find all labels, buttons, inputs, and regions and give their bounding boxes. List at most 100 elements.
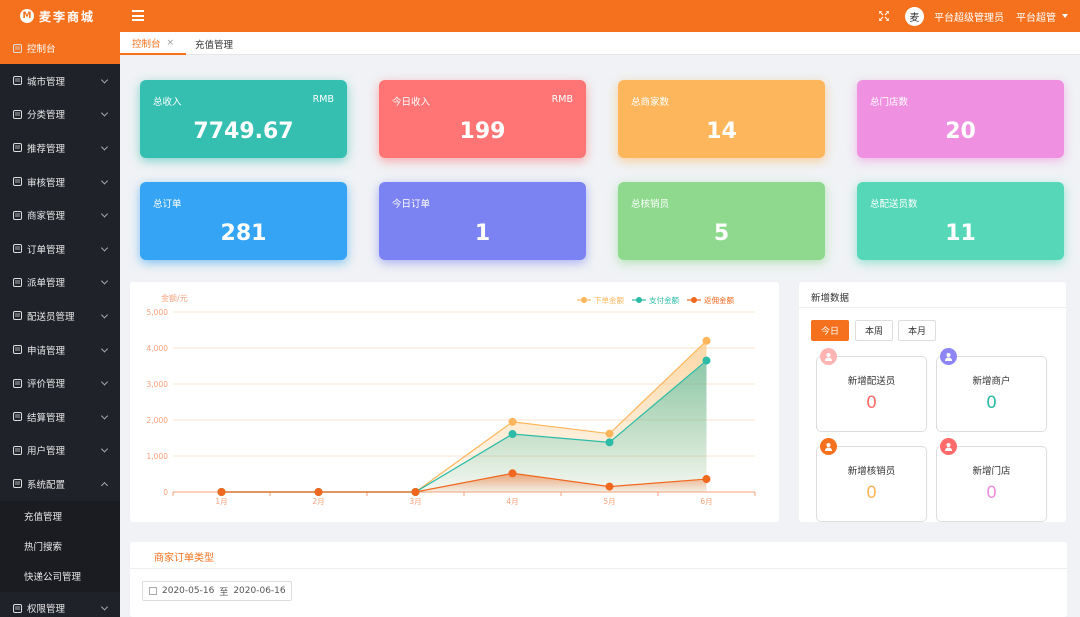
chevron-up-icon [100, 481, 109, 489]
sidebar-item-label: 商家管理 [27, 211, 66, 223]
stat-card[interactable]: 今日收入 RMB 199 [379, 80, 586, 158]
application-icon [13, 345, 22, 355]
tab-bar: 控制台 × 充值管理 [120, 32, 1080, 55]
stat-value: 7749.67 [193, 119, 294, 144]
stat-value: 1 [474, 221, 491, 246]
tab-dashboard[interactable]: 控制台 × [120, 32, 187, 55]
date-range-picker[interactable]: 2020-05-16 至 2020-06-16 [142, 581, 292, 601]
sidebar-item[interactable]: 结算管理 [0, 400, 120, 434]
data-point [508, 469, 517, 478]
sidebar-item[interactable]: 配送员管理 [0, 299, 120, 333]
data-point [314, 488, 323, 496]
stat-value: 20 [945, 119, 976, 144]
y-tick-label: 0 [163, 488, 168, 497]
stat-card[interactable]: 总收入 RMB 7749.67 [140, 80, 347, 158]
sidebar-item-label: 权限管理 [27, 604, 66, 616]
recommend-icon [13, 143, 22, 153]
legend-label: 支付金额 [649, 295, 679, 305]
sidebar-subitem[interactable]: 热门搜索 [0, 531, 120, 562]
stat-label: 今日订单 [392, 199, 431, 210]
period-week-button[interactable]: 本周 [855, 320, 893, 341]
new-data-label: 新增核销员 [847, 466, 896, 477]
sidebar-item[interactable]: 权限管理 [0, 592, 120, 617]
dashboard-icon [13, 43, 22, 53]
data-point [508, 430, 517, 439]
store-badge-icon [940, 438, 957, 455]
sidebar-item-label: 审核管理 [27, 177, 66, 189]
period-today-button[interactable]: 今日 [811, 320, 849, 341]
top-right-area: 麦 平台超级管理员 平台超管 [879, 0, 1068, 32]
stat-card[interactable]: 总商家数 14 [618, 80, 825, 158]
sidebar-item-label: 推荐管理 [27, 143, 66, 155]
sidebar-item[interactable]: 分类管理 [0, 98, 120, 132]
chevron-down-icon [100, 277, 109, 285]
legend-label: 返佣金额 [704, 295, 734, 305]
revenue-chart: 金额/元 0 1,000 2,000 3,000 4,000 5,000 1月 2月 3月 4月 5月… [147, 293, 756, 506]
stat-card[interactable]: 总核销员 5 [618, 182, 825, 260]
stat-card[interactable]: 今日订单 1 [379, 182, 586, 260]
sidebar-item-label: 申请管理 [27, 345, 66, 357]
role-label: 平台超管 [1016, 12, 1056, 24]
period-month-button[interactable]: 本月 [898, 320, 936, 341]
logo-text: 麦李商城 [39, 9, 96, 24]
data-point [702, 336, 711, 345]
stat-card[interactable]: 总门店数 20 [857, 80, 1064, 158]
new-data-box: 新增配送员 0 [816, 348, 927, 432]
category-icon [13, 109, 22, 119]
x-tick-label: 1月 [215, 497, 227, 506]
stat-value: 5 [713, 221, 730, 246]
panel-title: 商家订单类型 [154, 553, 214, 564]
close-icon[interactable]: × [166, 37, 175, 48]
chevron-down-icon [100, 109, 109, 117]
courier-icon [13, 311, 22, 321]
sidebar-item[interactable]: 推荐管理 [0, 131, 120, 165]
series-line [221, 472, 707, 493]
review-icon [13, 378, 22, 388]
data-point [702, 475, 711, 484]
menu-toggle-icon[interactable] [132, 10, 144, 21]
stat-label: 总收入 [153, 97, 182, 108]
sidebar-item[interactable]: 申请管理 [0, 333, 120, 367]
chevron-down-icon [100, 143, 109, 151]
logo[interactable]: M 麦李商城 [0, 0, 120, 32]
sidebar-item[interactable]: 订单管理 [0, 232, 120, 266]
divider [799, 307, 1066, 308]
data-point [217, 488, 226, 496]
audit-icon [13, 177, 22, 187]
new-data-value: 0 [986, 483, 997, 503]
sidebar-subitem[interactable]: 快递公司管理 [0, 561, 120, 592]
stat-card[interactable]: 总订单 281 [140, 182, 347, 260]
legend-marker [691, 297, 697, 303]
sidebar-item[interactable]: 审核管理 [0, 165, 120, 199]
sidebar-item-label: 评价管理 [27, 379, 66, 391]
sidebar-item[interactable]: 商家管理 [0, 198, 120, 232]
stat-card[interactable]: 总配送员数 11 [857, 182, 1064, 260]
sidebar-item[interactable]: 用户管理 [0, 434, 120, 468]
chevron-down-icon [100, 244, 109, 252]
calendar-icon [149, 587, 157, 595]
sidebar-item[interactable]: 系统配置 [0, 467, 120, 501]
merchant-icon [13, 210, 22, 220]
y-tick-label: 5,000 [147, 308, 169, 317]
x-tick-label: 2月 [312, 497, 324, 506]
sidebar-item[interactable]: 城市管理 [0, 64, 120, 98]
role-dropdown[interactable]: 平台超管 [1016, 9, 1068, 24]
tab-recharge[interactable]: 充值管理 [195, 32, 233, 55]
y-tick-label: 1,000 [147, 452, 169, 461]
sidebar-item-label: 用户管理 [27, 446, 66, 458]
sidebar-item[interactable]: 控制台 [0, 32, 120, 64]
chevron-down-icon [100, 603, 109, 611]
y-tick-label: 3,000 [147, 380, 169, 389]
data-point [411, 488, 420, 496]
sidebar-item[interactable]: 派单管理 [0, 266, 120, 300]
avatar[interactable]: 麦 [905, 6, 924, 26]
data-point [508, 417, 517, 426]
legend-marker [581, 297, 587, 303]
fullscreen-icon[interactable] [879, 11, 889, 21]
chevron-down-icon [100, 345, 109, 353]
x-tick-label: 3月 [409, 497, 421, 506]
sidebar-subitem[interactable]: 充值管理 [0, 500, 120, 532]
sidebar-item[interactable]: 评价管理 [0, 366, 120, 400]
sidebar-item-label: 派单管理 [27, 278, 66, 290]
stat-value: 14 [706, 119, 737, 144]
